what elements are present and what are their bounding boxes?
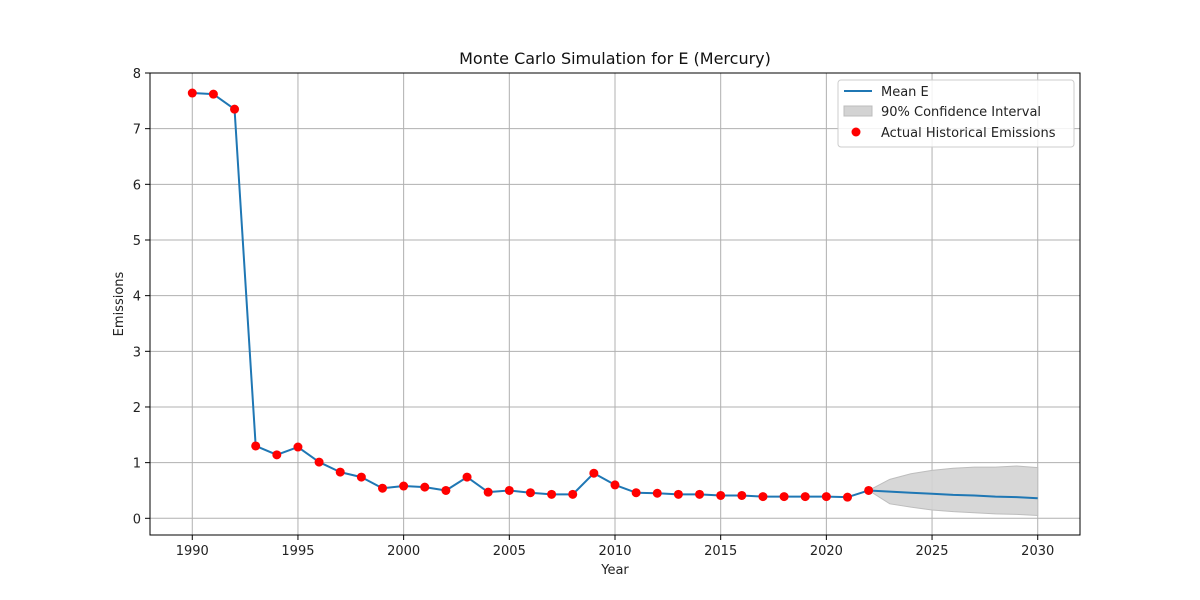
historical-point xyxy=(568,489,578,499)
legend-confidence-swatch xyxy=(843,105,873,117)
historical-point xyxy=(187,88,197,98)
x-axis-label: Year xyxy=(600,563,629,578)
historical-point xyxy=(821,492,831,502)
legend-label-confidence: 90% Confidence Interval xyxy=(881,105,1041,120)
x-tick-label: 2020 xyxy=(810,544,843,559)
x-tick-label: 2000 xyxy=(387,544,420,559)
confidence-band-layer xyxy=(867,465,1039,517)
historical-point xyxy=(843,492,852,502)
y-tick-label: 0 xyxy=(133,512,141,527)
historical-point xyxy=(589,468,599,478)
x-tick-label: 2025 xyxy=(915,544,948,559)
historical-point xyxy=(483,487,493,497)
y-tick-label: 6 xyxy=(133,178,141,193)
grid xyxy=(150,72,1080,535)
historical-point xyxy=(335,467,345,477)
historical-point xyxy=(800,492,810,502)
historical-point xyxy=(462,472,472,482)
historical-point xyxy=(652,488,662,498)
y-tick-label: 2 xyxy=(133,401,141,416)
y-tick-label: 3 xyxy=(133,345,141,360)
x-tick-label: 2030 xyxy=(1021,544,1054,559)
historical-point xyxy=(631,488,641,498)
historical-point xyxy=(758,492,768,502)
x-tick-label: 2015 xyxy=(704,544,737,559)
historical-point xyxy=(864,485,874,495)
historical-point xyxy=(399,481,409,491)
legend-box xyxy=(837,79,1075,148)
historical-point xyxy=(251,441,261,451)
historical-point xyxy=(716,490,726,500)
historical-point xyxy=(208,89,218,99)
historical-point xyxy=(293,442,303,452)
legend: Mean E 90% Confidence Interval Actual Hi… xyxy=(837,79,1075,148)
historical-point xyxy=(673,489,683,499)
historical-point xyxy=(737,490,747,500)
legend-label-historical: Actual Historical Emissions xyxy=(881,126,1056,141)
y-tick-label: 7 xyxy=(133,123,141,138)
legend-label-mean: Mean E xyxy=(881,85,929,100)
x-tick-label: 2005 xyxy=(493,544,526,559)
historical-point xyxy=(420,482,430,492)
x-tick-label: 2010 xyxy=(598,544,631,559)
confidence-interval-band xyxy=(867,465,1039,517)
historical-points-layer xyxy=(187,88,874,502)
historical-point xyxy=(695,489,705,499)
historical-point xyxy=(230,104,240,114)
legend-historical-swatch xyxy=(851,127,861,137)
y-tick-label: 1 xyxy=(133,457,141,472)
historical-point xyxy=(779,492,789,502)
x-axis-ticks: 1990 1995 2000 2005 2010 2015 2020 2025 2030 xyxy=(176,535,1054,559)
historical-point xyxy=(314,457,324,467)
chart-title: Monte Carlo Simulation for E (Mercury) xyxy=(459,49,771,68)
y-axis-ticks: 0 1 2 3 4 5 6 7 8 xyxy=(133,67,150,527)
y-tick-label: 5 xyxy=(133,234,141,249)
historical-point xyxy=(356,472,366,482)
historical-point xyxy=(272,450,282,460)
historical-point xyxy=(378,483,387,493)
historical-point xyxy=(547,489,557,499)
x-tick-label: 1995 xyxy=(281,544,314,559)
historical-point xyxy=(504,485,514,495)
historical-point xyxy=(441,485,451,495)
y-tick-label: 8 xyxy=(133,67,141,82)
y-tick-label: 4 xyxy=(133,290,141,305)
y-axis-label: Emissions xyxy=(112,271,127,336)
historical-point xyxy=(610,480,620,490)
x-tick-label: 1990 xyxy=(176,544,209,559)
historical-point xyxy=(525,488,535,498)
